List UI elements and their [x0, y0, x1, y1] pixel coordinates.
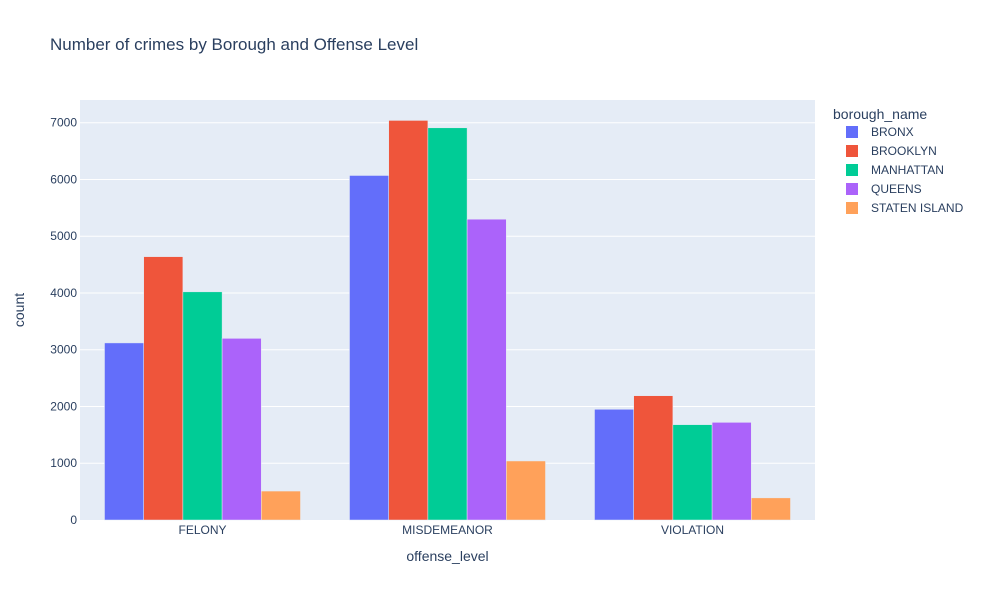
legend-label: BRONX [871, 125, 914, 139]
bar-staten-island-misdemeanor[interactable] [506, 460, 546, 521]
bars [104, 120, 791, 521]
legend-title: borough_name [833, 106, 927, 122]
bar-brooklyn-felony[interactable] [143, 256, 184, 521]
y-tick-label: 2000 [50, 399, 77, 413]
bar-manhattan-misdemeanor[interactable] [427, 127, 468, 521]
bar-queens-misdemeanor[interactable] [466, 218, 507, 521]
bar-staten-island-violation[interactable] [751, 497, 791, 521]
bar-staten-island-felony[interactable] [261, 490, 301, 521]
legend-swatch [846, 164, 858, 176]
legend-swatch [846, 183, 858, 195]
bar-bronx-felony[interactable] [104, 342, 144, 521]
legend-label: MANHATTAN [871, 163, 944, 177]
legend-item-queens[interactable]: QUEENS [846, 182, 922, 196]
bar-brooklyn-misdemeanor[interactable] [388, 120, 429, 521]
y-axis: 0 1000 2000 3000 4000 5000 6000 7000 [50, 116, 77, 527]
legend: borough_name BRONX BROOKLYN MANHATTAN QUEEN… [833, 106, 964, 215]
legend-item-brooklyn[interactable]: BROOKLYN [846, 144, 937, 158]
x-tick-label: FELONY [178, 523, 226, 537]
x-axis-title: offense_level [406, 548, 488, 564]
bar-queens-felony[interactable] [221, 338, 262, 521]
legend-swatch [846, 126, 858, 138]
legend-item-manhattan[interactable]: MANHATTAN [846, 163, 944, 177]
y-tick-label: 4000 [50, 286, 77, 300]
x-axis: FELONY MISDEMEANOR VIOLATION [178, 523, 724, 537]
x-tick-label: VIOLATION [661, 523, 724, 537]
bar-manhattan-violation[interactable] [672, 424, 713, 521]
legend-label: BROOKLYN [871, 144, 937, 158]
y-tick-label: 7000 [50, 116, 77, 130]
legend-item-bronx[interactable]: BRONX [846, 125, 914, 139]
y-axis-title: count [11, 293, 27, 327]
y-tick-label: 5000 [50, 229, 77, 243]
chart-title: Number of crimes by Borough and Offense … [50, 35, 418, 54]
legend-swatch [846, 202, 858, 214]
x-tick-label: MISDEMEANOR [402, 523, 493, 537]
bar-brooklyn-violation[interactable] [633, 395, 674, 521]
legend-label: STATEN ISLAND [871, 201, 964, 215]
bar-bronx-misdemeanor[interactable] [349, 175, 389, 521]
y-tick-label: 6000 [50, 172, 77, 186]
bar-queens-violation[interactable] [711, 422, 752, 521]
legend-label: QUEENS [871, 182, 922, 196]
bar-manhattan-felony[interactable] [182, 291, 223, 521]
legend-item-staten-island[interactable]: STATEN ISLAND [846, 201, 964, 215]
legend-swatch [846, 145, 858, 157]
bar-bronx-violation[interactable] [594, 409, 634, 521]
y-tick-label: 3000 [50, 343, 77, 357]
y-tick-label: 1000 [50, 456, 77, 470]
y-tick-label: 0 [70, 513, 77, 527]
